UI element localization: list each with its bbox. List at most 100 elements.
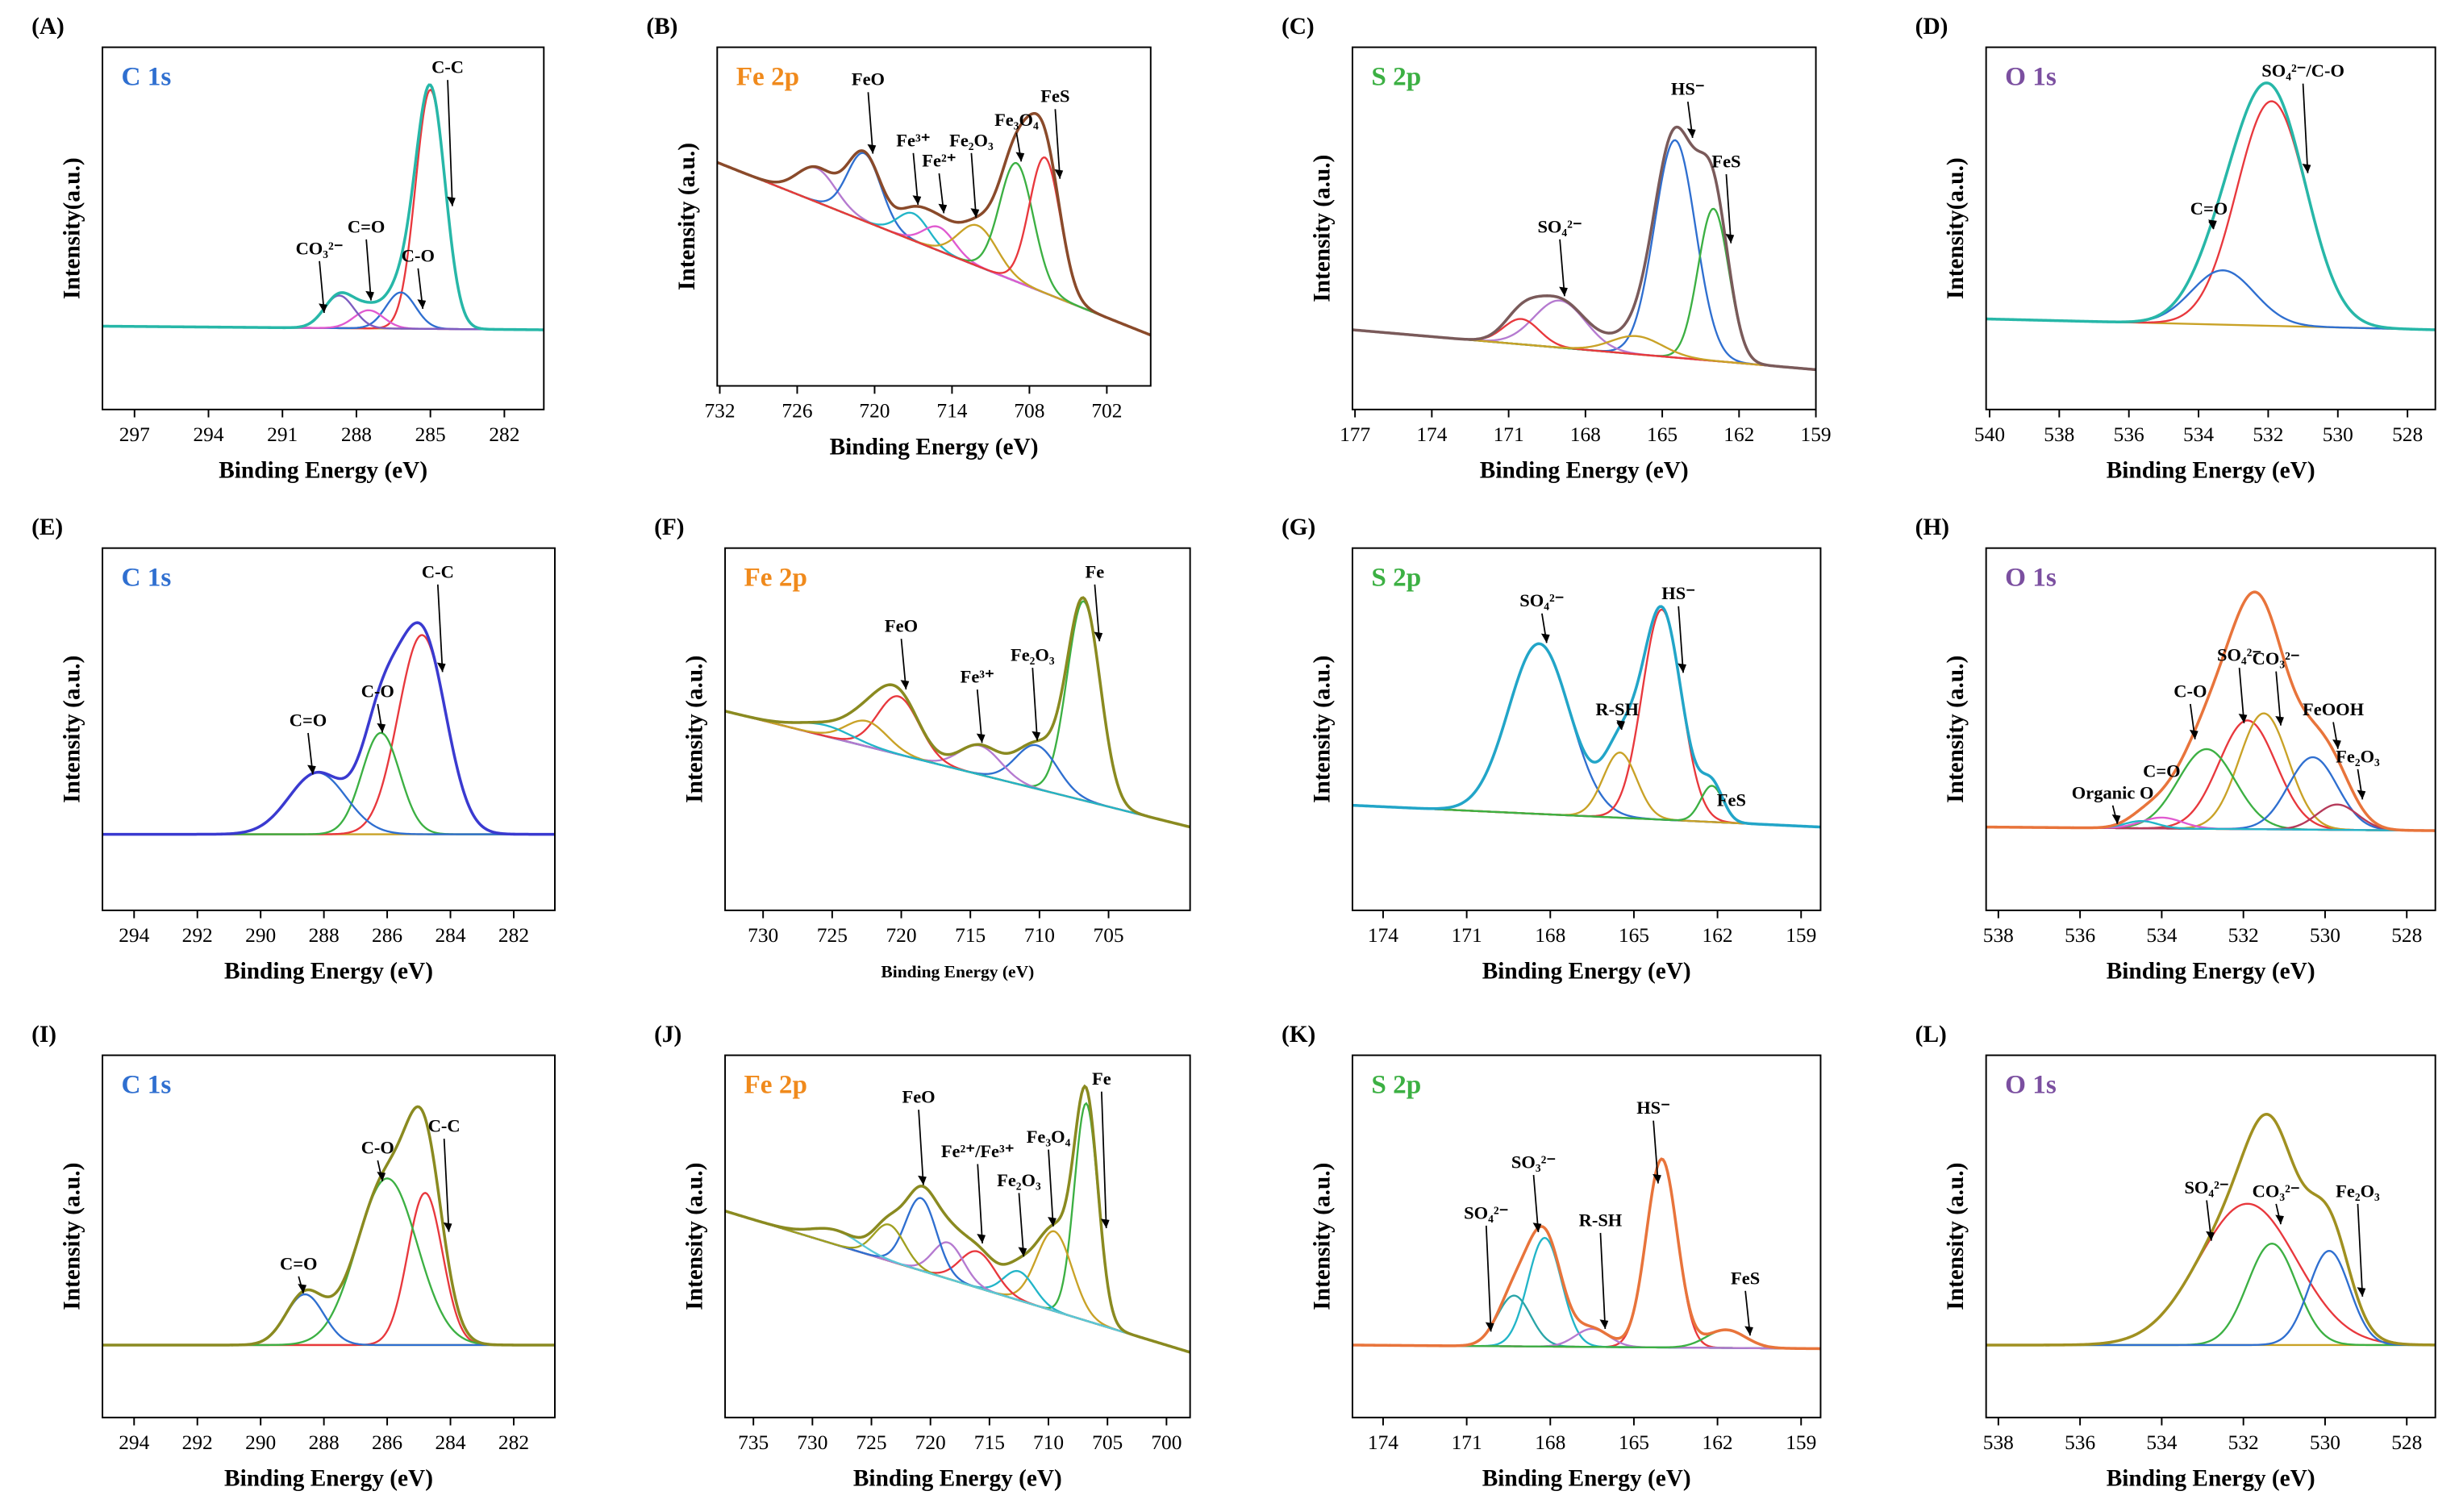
arrow-shaft xyxy=(365,239,372,301)
x-tick-label: 530 xyxy=(2310,1431,2340,1454)
peak-label: FeS xyxy=(1040,86,1069,106)
x-tick-label: 538 xyxy=(1983,924,2014,947)
y-axis-label: Intensity(a.u.) xyxy=(1943,157,1969,299)
x-tick-label: 725 xyxy=(856,1431,886,1454)
peak-label: Fe³⁺ xyxy=(896,130,930,150)
x-tick-label: 294 xyxy=(119,1431,149,1454)
x-tick-label: 528 xyxy=(2391,1431,2422,1454)
plot-area xyxy=(102,1105,555,1347)
y-axis-label: Intensity (a.u.) xyxy=(674,143,700,290)
x-tick-label: 532 xyxy=(2228,1431,2259,1454)
peak-label: HS⁻ xyxy=(1661,583,1695,603)
arrow-head xyxy=(319,303,327,314)
arrow-head xyxy=(976,733,986,744)
arrow-head xyxy=(867,144,877,154)
arrow-shaft xyxy=(977,1164,983,1243)
panel: 294 292 290 288 286 284 282 Binding Energy (eV)… xyxy=(31,1022,556,1492)
plot-frame xyxy=(102,46,545,410)
x-tick-label: 162 xyxy=(1703,924,1733,947)
y-axis-label: Intensity (a.u.) xyxy=(1309,656,1335,803)
arrow-shaft xyxy=(867,92,874,154)
panel-title: S 2p xyxy=(1371,562,1421,592)
arrow-head xyxy=(900,680,910,689)
x-tick-label: 705 xyxy=(1092,1431,1123,1454)
panel: 174 171 168 165 162 159 Binding Energy (eV) Int… xyxy=(1282,1022,1822,1492)
x-tick-label: 292 xyxy=(182,924,213,947)
panel-label: (G) xyxy=(1282,514,1315,540)
panel: 174 171 168 165 162 159 Binding Energy (eV) Int… xyxy=(1282,514,1822,985)
arrow-shaft xyxy=(918,1110,924,1185)
peak-label: Fe₂O₃ xyxy=(2336,746,2380,766)
plot-frame xyxy=(716,46,1152,387)
arrow-head xyxy=(977,1234,986,1243)
arrow-head xyxy=(2357,789,2366,800)
peak-label: FeOOH xyxy=(2303,699,2365,719)
panel-title: Fe 2p xyxy=(744,1069,807,1099)
plot-frame xyxy=(1351,1054,1822,1418)
x-tick-label: 720 xyxy=(886,924,916,947)
panel-label: (H) xyxy=(1915,514,1949,540)
plot-area xyxy=(1986,590,2436,832)
arrow-shaft xyxy=(1725,173,1732,244)
arrow-head xyxy=(1532,1223,1542,1232)
envelope xyxy=(1352,125,1816,372)
x-tick-label: 168 xyxy=(1535,924,1565,947)
peak-label: Fe₂O₃ xyxy=(2336,1181,2380,1201)
arrow-head xyxy=(1653,1173,1661,1184)
panel-title: O 1s xyxy=(2005,1069,2057,1099)
arrow-head xyxy=(1015,152,1025,162)
x-tick-label: 725 xyxy=(817,924,848,947)
x-axis-label: Binding Energy (eV) xyxy=(2107,1466,2315,1492)
y-axis-label: Intensity (a.u.) xyxy=(682,656,708,803)
panel-label: (J) xyxy=(654,1022,681,1048)
panel: 540 538 536 534 532 530 528 Binding Energy (eV)… xyxy=(1915,14,2436,484)
panel-title: S 2p xyxy=(1371,1069,1421,1099)
plot-area xyxy=(725,596,1190,829)
peak-label: Fe xyxy=(1092,1068,1111,1089)
y-axis-label: Intensity(a.u.) xyxy=(60,157,85,299)
peak-label: C-C xyxy=(431,57,464,77)
panel-title: O 1s xyxy=(2005,562,2057,592)
x-tick-label: 700 xyxy=(1151,1431,1182,1454)
envelope xyxy=(725,1084,1190,1354)
arrow-head xyxy=(1485,1322,1494,1332)
plot-frame xyxy=(1351,547,1822,911)
envelope xyxy=(717,111,1151,337)
x-axis-label: Binding Energy (eV) xyxy=(224,959,433,985)
x-tick-label: 730 xyxy=(797,1431,827,1454)
arrow-shaft xyxy=(976,689,983,744)
plot-frame xyxy=(1985,1054,2436,1418)
x-tick-label: 532 xyxy=(2253,423,2283,446)
y-axis-label: Intensity (a.u.) xyxy=(60,1163,85,1310)
peak-label: Fe³⁺ xyxy=(961,667,994,687)
panel: 177 174 171 168 165 162 159 Binding Energy (eV)… xyxy=(1282,14,1832,484)
panel-label: (E) xyxy=(31,514,63,540)
arrow-head xyxy=(365,290,374,301)
peak-label: SO₄²⁻/C-O xyxy=(2261,60,2344,81)
arrow-head xyxy=(443,1222,452,1232)
fit-component xyxy=(1352,1158,1821,1350)
x-tick-label: 710 xyxy=(1033,1431,1064,1454)
arrow-head xyxy=(1100,1218,1110,1229)
fit-component xyxy=(102,731,555,835)
peak-label: CO₃²⁻ xyxy=(2253,648,2300,669)
arrow-shaft xyxy=(1032,668,1039,741)
arrow-shaft xyxy=(1485,1225,1492,1332)
x-tick-label: 720 xyxy=(915,1431,946,1454)
peak-label: C-O xyxy=(361,1138,394,1158)
plot-area xyxy=(725,1084,1190,1354)
x-axis-label: Binding Energy (eV) xyxy=(1482,959,1691,985)
arrow-shaft xyxy=(1678,606,1684,673)
x-tick-label: 290 xyxy=(245,924,276,947)
x-tick-label: 294 xyxy=(119,924,149,947)
panel: 732 726 720 714 708 702 Binding Energy (eV) Int… xyxy=(646,14,1152,460)
x-tick-label: 720 xyxy=(859,400,890,423)
arrow-head xyxy=(1094,631,1103,642)
arrow-shaft xyxy=(436,584,444,673)
arrow-shaft xyxy=(1048,1149,1054,1227)
plot-frame xyxy=(1351,46,1817,410)
arrow-head xyxy=(2275,715,2284,726)
arrow-head xyxy=(447,196,456,206)
panel: 297 294 291 288 285 282 Binding Energy (eV) Int… xyxy=(31,14,545,484)
arrow-head xyxy=(298,1284,307,1293)
